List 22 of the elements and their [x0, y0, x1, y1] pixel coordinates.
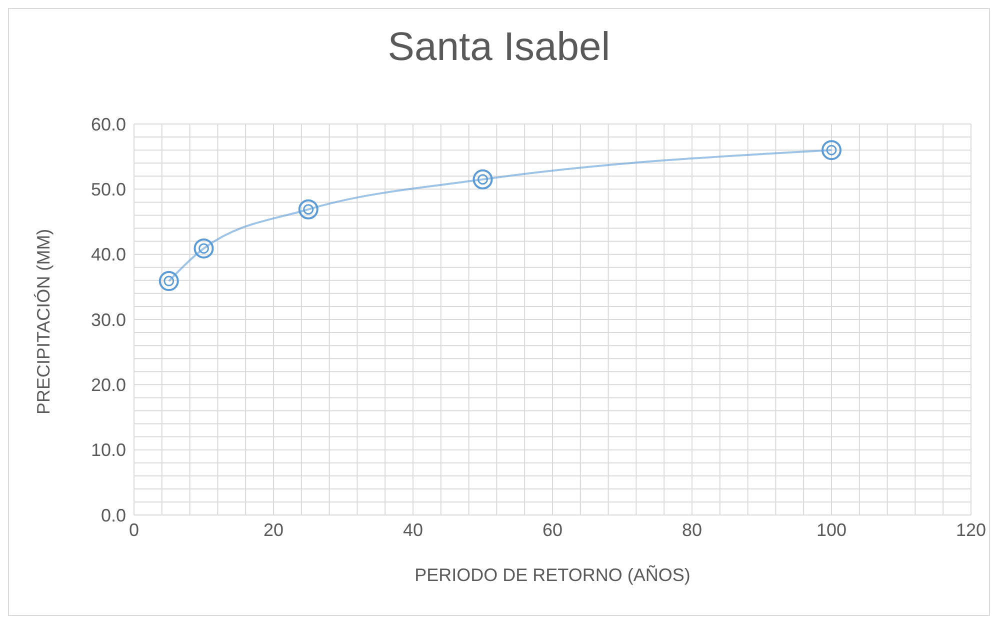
- y-tick-label: 50.0: [90, 180, 126, 200]
- y-tick-label: 40.0: [90, 244, 126, 265]
- y-tick-label: 0.0: [100, 505, 126, 526]
- x-tick-label: 80: [682, 520, 702, 540]
- x-tick-label: 100: [816, 520, 847, 540]
- y-tick-label: 60.0: [90, 114, 126, 134]
- x-tick-label: 20: [263, 520, 284, 540]
- x-tick-label: 0: [128, 520, 140, 540]
- point: [194, 238, 214, 258]
- y-tick-label: 30.0: [90, 310, 126, 330]
- y-axis-title: PRECIPITACIÓN (MM): [33, 228, 54, 414]
- x-tick-label: 40: [402, 520, 424, 540]
- point: [298, 199, 318, 220]
- point: [472, 169, 493, 190]
- x-tick-label: 60: [542, 520, 563, 540]
- y-tick-label: 10.0: [90, 440, 126, 460]
- point: [158, 271, 179, 292]
- x-axis-title: PERIODO DE RETORNO (AÑOS): [414, 565, 690, 585]
- x-tick-label: 120: [956, 520, 986, 540]
- chart-title: Santa Isabel: [386, 25, 612, 70]
- point: [822, 140, 842, 160]
- y-tick-label: 20.0: [90, 375, 126, 396]
